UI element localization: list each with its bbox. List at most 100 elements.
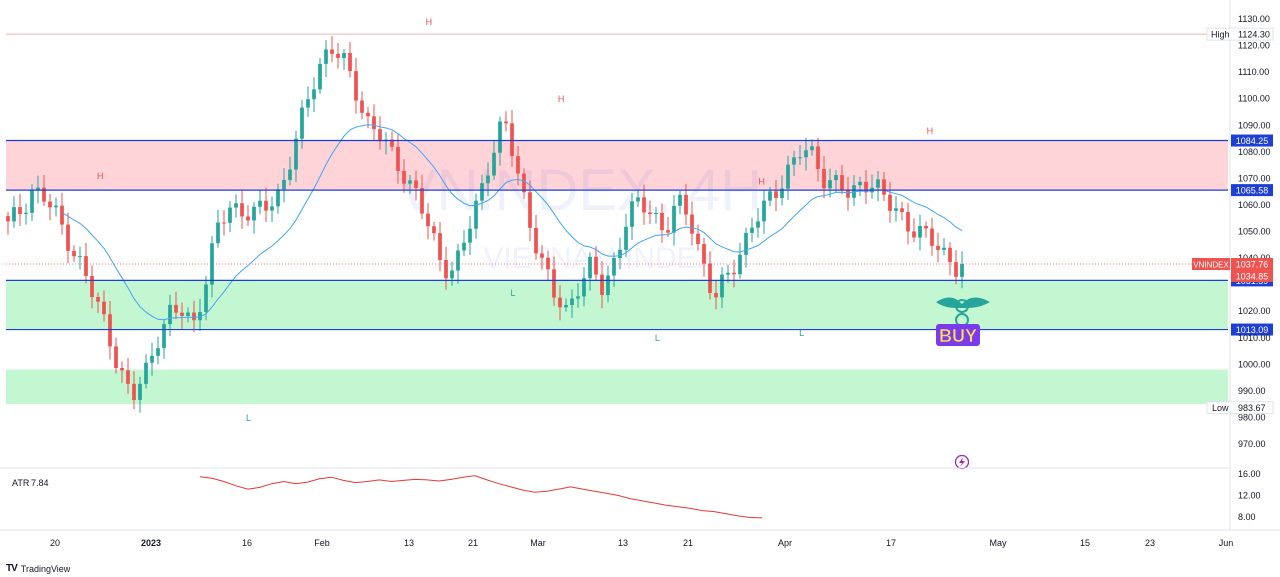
candle[interactable] <box>210 243 214 285</box>
candle[interactable] <box>216 222 220 244</box>
candle[interactable] <box>666 230 670 233</box>
lightning-icon[interactable] <box>954 454 970 470</box>
candle[interactable] <box>36 187 40 191</box>
candle[interactable] <box>924 225 928 229</box>
candle[interactable] <box>30 190 34 213</box>
candle[interactable] <box>708 263 712 293</box>
candle[interactable] <box>786 164 790 189</box>
footer-brand[interactable]: TV TradingView <box>6 563 70 574</box>
candle[interactable] <box>780 188 784 198</box>
candle[interactable] <box>426 213 430 227</box>
candle[interactable] <box>78 256 82 258</box>
candle[interactable] <box>492 152 496 176</box>
candle[interactable] <box>456 250 460 271</box>
candle[interactable] <box>174 304 178 313</box>
candle[interactable] <box>954 262 958 277</box>
candles-layer[interactable] <box>6 36 964 413</box>
candle[interactable] <box>264 200 268 211</box>
candle[interactable] <box>282 179 286 190</box>
candle[interactable] <box>654 213 658 215</box>
candle[interactable] <box>204 284 208 312</box>
candle[interactable] <box>822 169 826 189</box>
atr-pane[interactable]: 16.00 12.00 8.00 <box>199 469 1261 522</box>
candle[interactable] <box>96 297 100 302</box>
candle[interactable] <box>696 233 700 245</box>
candle[interactable] <box>612 258 616 276</box>
candle[interactable] <box>792 157 796 165</box>
candle[interactable] <box>720 274 724 298</box>
candle[interactable] <box>414 180 418 189</box>
candle[interactable] <box>480 183 484 201</box>
candle[interactable] <box>876 179 880 188</box>
candle[interactable] <box>90 275 94 298</box>
candle[interactable] <box>138 383 142 400</box>
candle[interactable] <box>270 206 274 211</box>
candle[interactable] <box>558 297 562 308</box>
candle[interactable] <box>906 212 910 232</box>
candle[interactable] <box>564 305 568 308</box>
candle[interactable] <box>960 264 964 277</box>
candle[interactable] <box>642 197 646 213</box>
candle[interactable] <box>168 304 172 325</box>
candle[interactable] <box>486 175 490 184</box>
price-axis[interactable]: 1130.00 1120.00 1110.00 1100.00 1090.00 1080.… <box>1192 14 1274 449</box>
candle[interactable] <box>630 201 634 227</box>
candle[interactable] <box>300 107 304 139</box>
candle[interactable] <box>396 146 400 171</box>
candle[interactable] <box>474 200 478 229</box>
candle[interactable] <box>510 123 514 157</box>
candle[interactable] <box>570 298 574 306</box>
candle[interactable] <box>648 212 652 215</box>
candle[interactable] <box>750 227 754 233</box>
candle[interactable] <box>162 324 166 349</box>
candle[interactable] <box>702 244 706 264</box>
candle[interactable] <box>318 63 322 90</box>
candle[interactable] <box>942 247 946 250</box>
candle[interactable] <box>534 227 538 254</box>
candle[interactable] <box>762 200 766 222</box>
candle[interactable] <box>816 146 820 170</box>
candle[interactable] <box>744 232 748 255</box>
candle[interactable] <box>552 269 556 298</box>
candle[interactable] <box>432 226 436 234</box>
candle[interactable] <box>294 138 298 170</box>
candle[interactable] <box>66 224 70 251</box>
candle[interactable] <box>246 216 250 221</box>
candle[interactable] <box>726 272 730 275</box>
candle[interactable] <box>618 249 622 259</box>
candle[interactable] <box>306 99 310 108</box>
candle[interactable] <box>234 203 238 208</box>
candle[interactable] <box>636 197 640 202</box>
candle[interactable] <box>522 173 526 193</box>
candle[interactable] <box>342 53 346 59</box>
candle[interactable] <box>198 311 202 321</box>
candle[interactable] <box>684 194 688 215</box>
candle[interactable] <box>588 256 592 279</box>
candle[interactable] <box>228 207 232 223</box>
candle[interactable] <box>12 207 16 222</box>
candle[interactable] <box>840 175 844 191</box>
candle[interactable] <box>222 222 226 224</box>
candle[interactable] <box>390 139 394 147</box>
candle[interactable] <box>312 89 316 100</box>
candle[interactable] <box>324 49 328 64</box>
candle[interactable] <box>144 362 148 384</box>
candle[interactable] <box>408 180 412 184</box>
candle[interactable] <box>498 121 502 153</box>
candle[interactable] <box>420 188 424 214</box>
candle[interactable] <box>828 180 832 189</box>
candle[interactable] <box>858 181 862 186</box>
candle[interactable] <box>462 242 466 251</box>
candle[interactable] <box>252 206 256 221</box>
candle[interactable] <box>834 175 838 181</box>
candle[interactable] <box>24 212 28 215</box>
candle[interactable] <box>192 312 196 321</box>
candle[interactable] <box>186 312 190 316</box>
candle[interactable] <box>894 208 898 211</box>
candle[interactable] <box>288 169 292 180</box>
candle[interactable] <box>48 201 52 208</box>
candle[interactable] <box>582 278 586 297</box>
candle[interactable] <box>6 216 10 222</box>
candle[interactable] <box>72 250 76 257</box>
candle[interactable] <box>690 214 694 234</box>
